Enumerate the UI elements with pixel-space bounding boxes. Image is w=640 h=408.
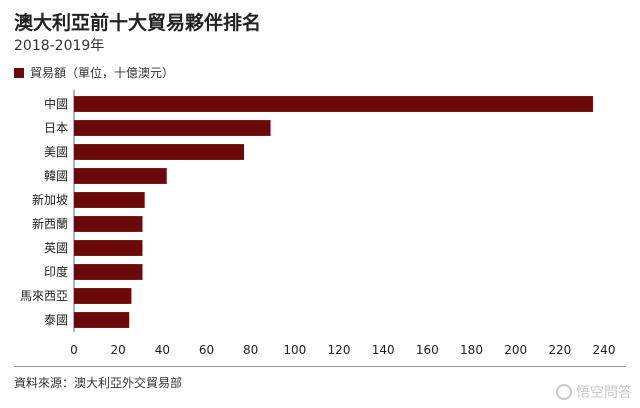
bar-1 (74, 120, 271, 136)
x-tick-label-12: 240 (593, 343, 616, 357)
watermark: 悟空問答 (556, 382, 632, 402)
legend: 貿易額（單位，十億澳元） (14, 64, 174, 81)
x-tick-label-7: 140 (372, 343, 395, 357)
bar-8 (74, 288, 132, 304)
category-label-7: 印度 (44, 264, 68, 279)
x-tick-label-9: 180 (460, 343, 483, 357)
category-label-4: 新加坡 (32, 192, 68, 207)
legend-label: 貿易額（單位，十億澳元） (30, 66, 175, 80)
chart-title: 澳大利亞前十大貿易夥伴排名 (14, 12, 262, 34)
x-tick-label-2: 40 (155, 343, 170, 357)
category-label-9: 泰國 (44, 313, 68, 327)
x-tick-label-6: 120 (328, 343, 351, 357)
watermark-text: 悟空問答 (576, 385, 632, 401)
x-tick-label-4: 80 (243, 343, 258, 357)
watermark-icon (556, 384, 572, 400)
bar-7 (74, 264, 143, 280)
category-label-2: 美國 (44, 145, 68, 159)
bar-6 (74, 240, 143, 256)
legend-swatch (14, 67, 24, 78)
bar-0 (74, 96, 593, 112)
footer-divider (14, 366, 626, 367)
x-tick-label-3: 60 (199, 343, 214, 357)
chart-subtitle: 2018-2019年 (14, 38, 105, 54)
x-tick-label-10: 200 (504, 343, 527, 357)
bar-2 (74, 144, 245, 160)
bar-9 (74, 312, 130, 328)
category-label-3: 韓國 (44, 169, 68, 183)
category-label-5: 新西蘭 (32, 216, 68, 231)
bar-5 (74, 216, 143, 232)
category-label-8: 馬來西亞 (20, 289, 68, 303)
bar-3 (74, 168, 167, 184)
category-label-1: 日本 (44, 121, 68, 135)
bar-4 (74, 192, 145, 208)
x-tick-label-5: 100 (283, 343, 306, 357)
x-tick-label-8: 160 (416, 343, 439, 357)
category-label-0: 中國 (44, 96, 68, 111)
x-tick-label-0: 0 (70, 343, 78, 357)
x-tick-label-1: 20 (111, 343, 126, 357)
x-tick-label-11: 220 (548, 343, 571, 357)
source-note: 資料來源：澳大利亞外交貿易部 (14, 376, 183, 390)
category-label-6: 英國 (44, 241, 68, 255)
